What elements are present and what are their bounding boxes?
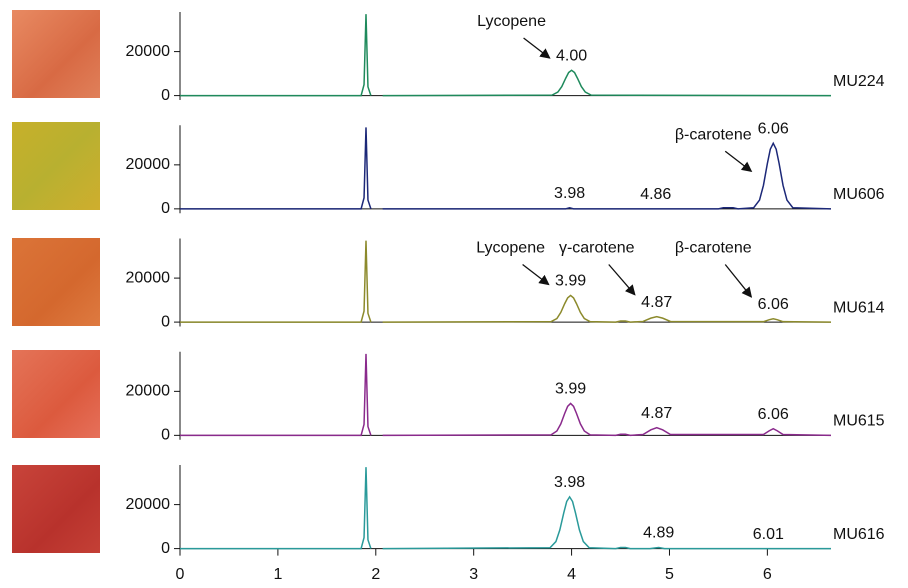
arrow <box>522 263 550 286</box>
compound-name: β-carotene <box>675 240 752 257</box>
arrow <box>724 150 753 173</box>
sample-photo <box>12 10 100 98</box>
sample-label: MU615 <box>833 413 885 430</box>
y-tick-label: 20000 <box>126 43 171 60</box>
peak-label: 3.99 <box>555 273 586 290</box>
y-tick-label: 0 <box>161 427 170 444</box>
y-tick-label: 20000 <box>126 383 171 400</box>
y-tick-label: 0 <box>161 200 170 217</box>
y-tick-label: 0 <box>161 87 170 104</box>
peak-label: 4.86 <box>640 186 671 203</box>
x-tick-label: 5 <box>665 566 674 583</box>
trace <box>180 467 831 550</box>
peak-label: 6.06 <box>758 406 789 423</box>
y-tick-label: 20000 <box>126 269 171 286</box>
peak-label: 4.00 <box>556 48 587 65</box>
trace <box>180 127 832 210</box>
sample-label: MU606 <box>833 186 885 203</box>
y-tick-label: 0 <box>161 313 170 330</box>
compound-name: Lycopene <box>476 240 545 257</box>
trace <box>180 14 832 97</box>
peak-label: 6.06 <box>758 296 789 313</box>
compound-name: Lycopene <box>477 13 546 30</box>
compound-name: γ-carotene <box>559 240 635 257</box>
peak-label: 4.87 <box>641 405 672 422</box>
x-tick-label: 1 <box>273 566 282 583</box>
trace <box>180 240 832 323</box>
sample-photo <box>12 350 100 438</box>
sample-label: MU616 <box>833 526 885 543</box>
x-tick-label: 2 <box>371 566 380 583</box>
arrow <box>523 37 551 59</box>
peak-label: 4.87 <box>641 294 672 311</box>
sample-label: MU614 <box>833 299 885 316</box>
sample-photo <box>12 122 100 210</box>
peak-label: 6.06 <box>758 121 789 138</box>
compound-name: β-carotene <box>675 126 752 143</box>
x-tick-label: 0 <box>176 566 185 583</box>
peak-label: 6.01 <box>753 526 784 543</box>
y-tick-label: 20000 <box>126 496 171 513</box>
arrow <box>724 264 753 298</box>
sample-photo <box>12 465 100 553</box>
y-tick-label: 0 <box>161 540 170 557</box>
x-tick-label: 3 <box>469 566 478 583</box>
sample-label: MU224 <box>833 73 885 90</box>
x-tick-label: 6 <box>763 566 772 583</box>
sample-photo <box>12 238 100 326</box>
peak-label: 3.99 <box>555 381 586 398</box>
peak-label: 3.98 <box>554 185 585 202</box>
trace <box>180 353 832 437</box>
x-tick-label: 4 <box>567 566 576 583</box>
peak-label: 3.98 <box>554 474 585 491</box>
y-tick-label: 20000 <box>126 156 171 173</box>
arrow <box>608 264 636 296</box>
peak-label: 4.89 <box>643 525 674 542</box>
